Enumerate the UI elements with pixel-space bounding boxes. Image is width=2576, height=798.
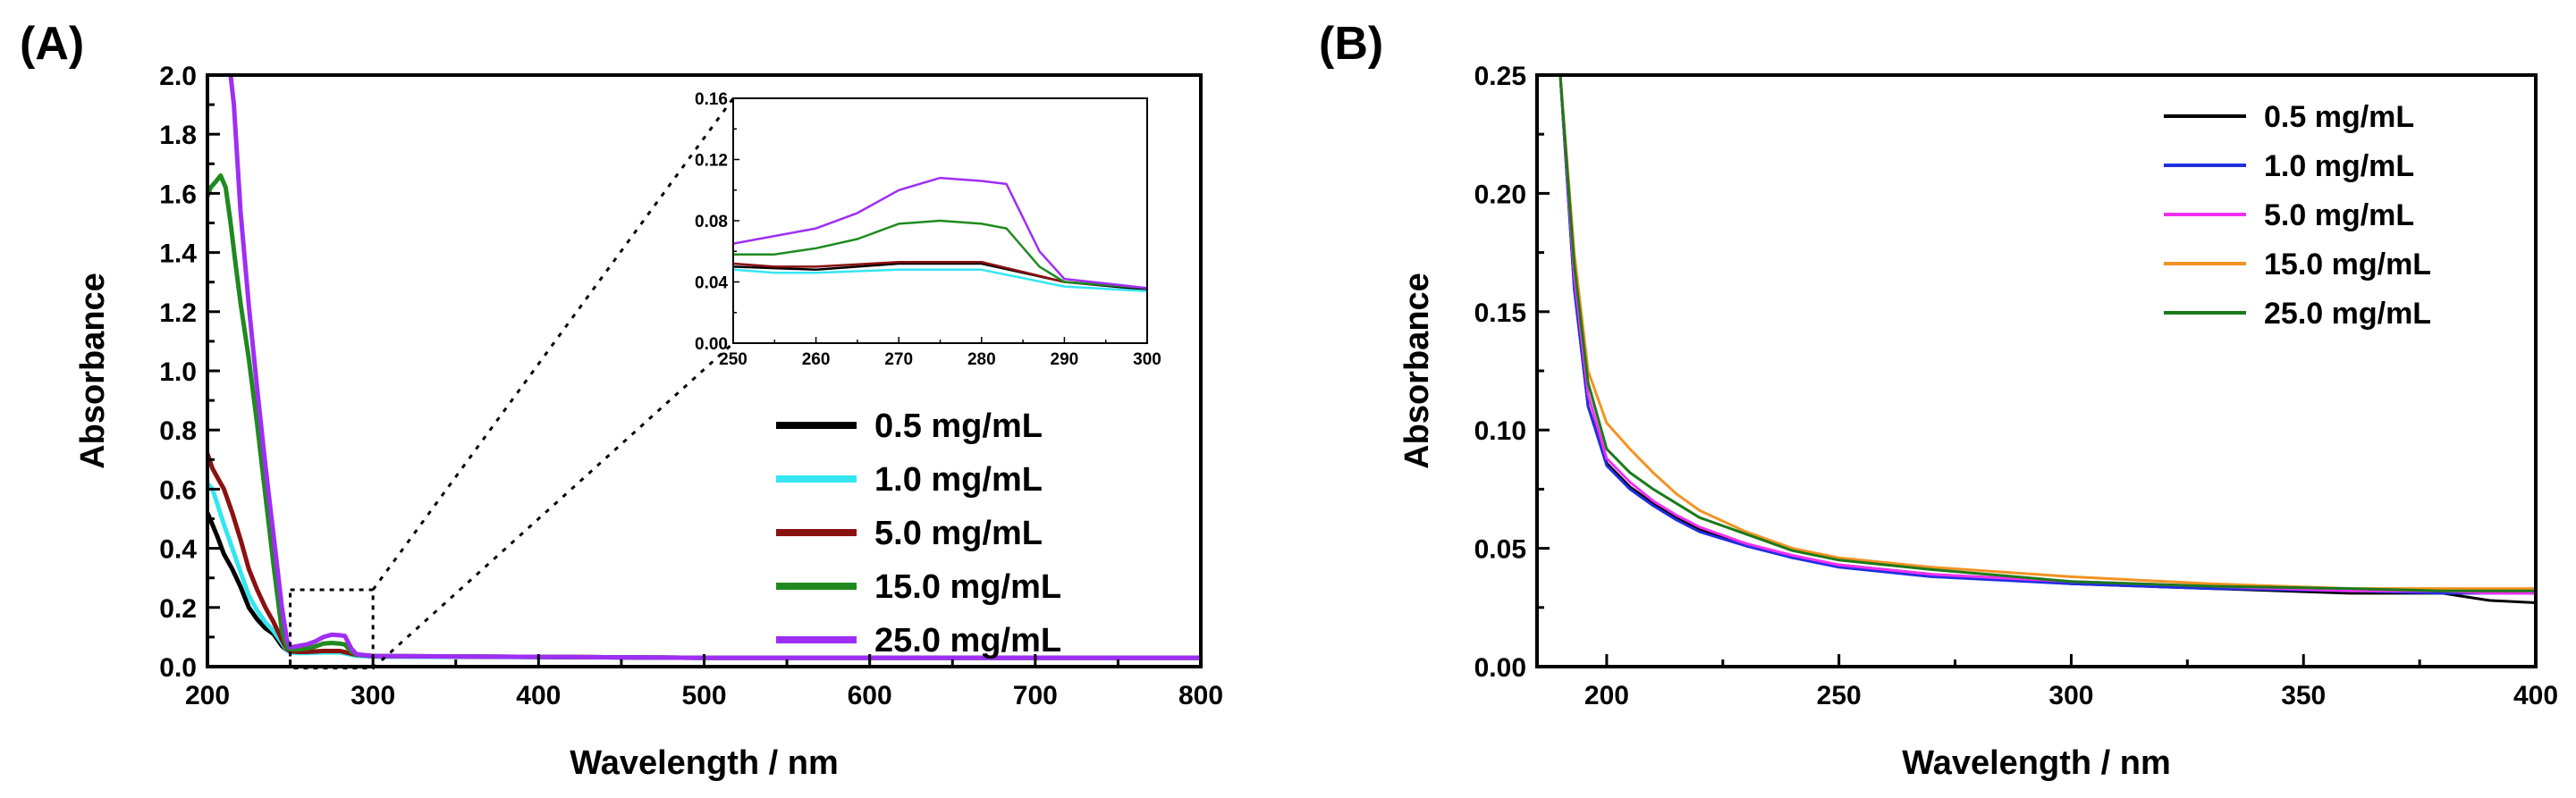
inset-x-tick-label: 280 [967, 350, 996, 369]
inset-ticks: 250 260 270 280 290 300 0.00 0.04 0.08 0.12 0.16 [695, 90, 1161, 369]
panel-a: (A) 250 260 270 280 290 300 0.00 0.04 0.08 0.12 0.… [20, 18, 1223, 782]
panel-a-legend-label-5-0-mg-ml: 5.0 mg/mL [874, 515, 1043, 552]
panel-b-legend-label-0-5-mg-ml: 0.5 mg/mL [2264, 100, 2414, 134]
panel-a-y-tick-label: 0.4 [159, 535, 197, 565]
panel-a-label: (A) [20, 18, 84, 70]
panel-a-x-tick-label: 200 [185, 681, 230, 710]
inset-series-5-0-mg-ml [733, 260, 1147, 290]
panel-a-inset: 250 260 270 280 290 300 0.00 0.04 0.08 0.12 0.16 [695, 90, 1161, 369]
inset-y-tick-label: 0.16 [695, 90, 728, 109]
inset-x-tick-label: 270 [884, 350, 913, 369]
panel-a-x-tick-label: 600 [848, 681, 892, 710]
panel-b-legend: 0.5 mg/mL 1.0 mg/mL 5.0 mg/mL 15.0 mg/mL 25.… [2164, 100, 2431, 331]
panel-a-y-tick-label: 1.4 [159, 239, 197, 269]
panel-b-legend-label-15-0-mg-ml: 15.0 mg/mL [2264, 248, 2431, 281]
inset-x-tick-label: 300 [1133, 350, 1161, 369]
panel-b-y-tick-label: 0.15 [1474, 298, 1526, 328]
panel-a-y-tick-label: 0.6 [159, 475, 197, 505]
panel-b-y-tick-label: 0.25 [1474, 62, 1526, 91]
panel-b-x-axis-label: Wavelength / nm [1902, 744, 2171, 782]
panel-a-x-axis-label: Wavelength / nm [570, 744, 839, 782]
panel-a-legend-label-1-0-mg-ml: 1.0 mg/mL [874, 461, 1043, 499]
panel-b-legend-label-5-0-mg-ml: 5.0 mg/mL [2264, 198, 2414, 232]
zoom-connector-bottom [372, 341, 735, 669]
panel-a-y-tick-label: 1.8 [159, 121, 197, 150]
panel-b-x-tick-label: 250 [1817, 681, 1862, 710]
panel-a-legend: 0.5 mg/mL 1.0 mg/mL 5.0 mg/mL 15.0 mg/mL 25.… [776, 407, 1061, 659]
zoom-region-box [289, 588, 375, 670]
panel-a-y-tick-label: 0.2 [159, 594, 197, 624]
panel-a-y-tick-label: 1.0 [159, 357, 197, 387]
panel-b: (B) 200 250 300 350 400 0.00 0.05 0.10 0.15 0.20 0… [1319, 18, 2558, 782]
inset-y-tick-label: 0.12 [695, 152, 728, 171]
inset-series-0-5-mg-ml [733, 262, 1147, 291]
panel-b-x-tick-label: 350 [2281, 681, 2326, 710]
panel-a-y-tick-label: 1.6 [159, 180, 197, 209]
panel-a-y-tick-label: 0.8 [159, 416, 197, 446]
panel-a-y-tick-label: 0.0 [159, 653, 197, 683]
panel-b-ticks: 200 250 300 350 400 0.00 0.05 0.10 0.15 0.20 0.25 [1474, 62, 2558, 710]
panel-b-y-tick-label: 0.10 [1474, 416, 1526, 446]
zoom-connector-top [371, 97, 735, 591]
inset-x-tick-label: 260 [802, 350, 831, 369]
inset-y-tick-label: 0.04 [695, 274, 728, 293]
inset-x-tick-label: 290 [1051, 350, 1079, 369]
panel-b-x-tick-label: 400 [2513, 681, 2558, 710]
panel-a-zoom-indicator [289, 97, 735, 670]
panel-b-label: (B) [1319, 18, 1383, 70]
panel-a-legend-label-15-0-mg-ml: 15.0 mg/mL [874, 568, 1061, 606]
panel-b-series-25-0-mg-ml [1558, 75, 2536, 592]
panel-b-y-tick-label: 0.20 [1474, 180, 1526, 209]
panel-a-x-tick-label: 300 [351, 681, 395, 710]
panel-b-lines [1558, 75, 2536, 604]
panel-b-legend-label-1-0-mg-ml: 1.0 mg/mL [2264, 149, 2414, 183]
panel-a-y-tick-label: 2.0 [159, 62, 197, 91]
panel-a-x-tick-label: 500 [681, 681, 726, 710]
panel-b-series-5-0-mg-ml [1558, 75, 2536, 595]
panel-a-y-axis-label: Absorbance [74, 273, 112, 469]
panel-a-legend-label-0-5-mg-ml: 0.5 mg/mL [874, 407, 1043, 445]
inset-y-tick-label: 0.08 [695, 213, 728, 231]
inset-x-tick-label: 250 [719, 350, 747, 369]
panel-b-y-tick-label: 0.00 [1474, 653, 1526, 683]
inset-series-15-0-mg-ml [733, 219, 1147, 290]
panel-a-x-tick-label: 800 [1178, 681, 1223, 710]
panel-b-y-tick-label: 0.05 [1474, 535, 1526, 565]
panel-b-y-axis-label: Absorbance [1398, 273, 1436, 469]
inset-series-25-0-mg-ml [733, 176, 1147, 290]
panel-a-y-tick-label: 1.2 [159, 298, 197, 328]
panel-b-x-tick-label: 300 [2048, 681, 2093, 710]
inset-series-1-0-mg-ml [733, 268, 1147, 293]
panel-a-ticks: 200 300 400 500 600 700 800 0.0 0.2 0.4 0.6 0.8 1.0 1… [159, 62, 1223, 710]
panel-b-x-tick-label: 200 [1584, 681, 1629, 710]
inset-lines [733, 176, 1147, 293]
panel-a-x-tick-label: 700 [1013, 681, 1058, 710]
inset-y-tick-label: 0.00 [695, 335, 728, 354]
panel-b-legend-label-25-0-mg-ml: 25.0 mg/mL [2264, 297, 2431, 331]
panel-a-legend-label-25-0-mg-ml: 25.0 mg/mL [874, 622, 1061, 659]
panel-a-x-tick-label: 400 [516, 681, 561, 710]
